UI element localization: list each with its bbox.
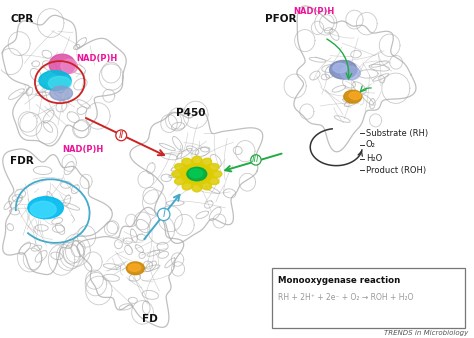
FancyBboxPatch shape (272, 268, 465, 328)
Text: NAD(P)H: NAD(P)H (76, 54, 118, 63)
Text: RH + 2H⁺ + 2e⁻ + O₂ → ROH + H₂O: RH + 2H⁺ + 2e⁻ + O₂ → ROH + H₂O (278, 292, 414, 301)
Text: FD: FD (143, 314, 158, 324)
Ellipse shape (329, 61, 357, 79)
Text: III: III (252, 155, 260, 164)
Text: I: I (162, 210, 165, 219)
Ellipse shape (61, 59, 77, 73)
Ellipse shape (48, 76, 71, 90)
Ellipse shape (189, 169, 202, 178)
Ellipse shape (349, 92, 361, 99)
Ellipse shape (50, 86, 73, 100)
Text: II: II (118, 131, 124, 140)
Ellipse shape (28, 197, 64, 219)
Ellipse shape (187, 167, 207, 181)
Text: TRENDS in Microbiology: TRENDS in Microbiology (384, 330, 469, 336)
Ellipse shape (333, 63, 347, 73)
Ellipse shape (127, 262, 145, 275)
Text: Product (ROH): Product (ROH) (366, 166, 426, 175)
Ellipse shape (200, 158, 211, 168)
Ellipse shape (172, 170, 186, 178)
Text: H₂O: H₂O (366, 154, 382, 163)
Ellipse shape (344, 90, 362, 103)
Ellipse shape (206, 164, 219, 172)
Ellipse shape (49, 54, 75, 75)
Ellipse shape (30, 201, 56, 217)
Ellipse shape (208, 170, 222, 178)
Ellipse shape (340, 66, 360, 80)
Text: CPR: CPR (10, 14, 33, 24)
Ellipse shape (181, 164, 213, 185)
Ellipse shape (174, 164, 188, 172)
Ellipse shape (182, 158, 193, 168)
Ellipse shape (206, 176, 219, 185)
Text: NAD(P)H: NAD(P)H (294, 7, 335, 16)
Text: P450: P450 (175, 108, 205, 118)
Text: FDR: FDR (10, 155, 34, 166)
Text: PFOR: PFOR (265, 14, 297, 24)
Text: NAD(P)H: NAD(P)H (62, 145, 103, 154)
Ellipse shape (191, 182, 202, 192)
Ellipse shape (39, 71, 71, 90)
Text: Monooxygenase reaction: Monooxygenase reaction (278, 276, 401, 285)
Ellipse shape (200, 180, 211, 190)
Ellipse shape (128, 264, 141, 271)
Ellipse shape (191, 156, 202, 166)
Ellipse shape (174, 176, 188, 185)
Text: O₂: O₂ (366, 140, 376, 149)
Text: Substrate (RH): Substrate (RH) (366, 129, 428, 138)
Ellipse shape (182, 180, 193, 190)
